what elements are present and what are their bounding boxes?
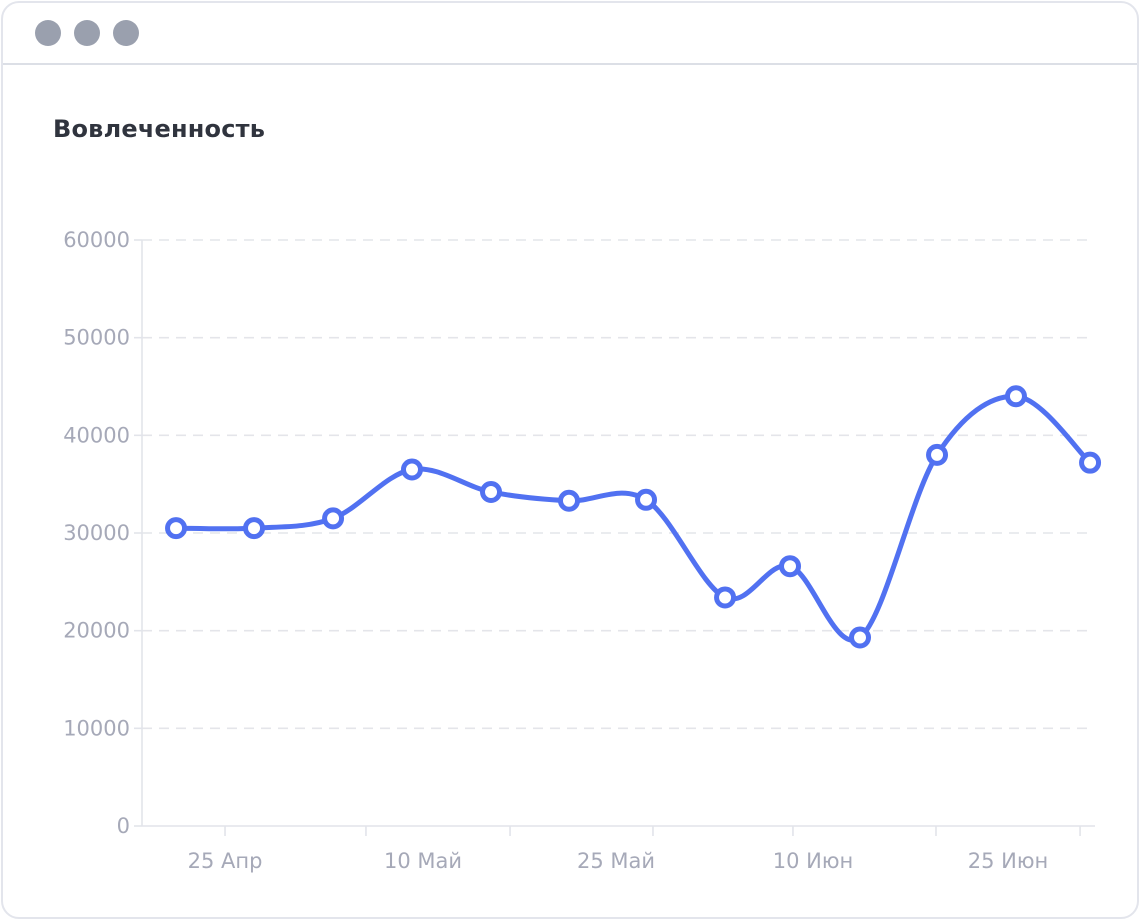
y-axis-label: 10000 [63, 716, 130, 740]
data-point-marker[interactable] [400, 458, 423, 481]
data-point-marker[interactable] [165, 517, 188, 540]
window-titlebar [3, 3, 1137, 65]
chart-title: Вовлеченность [53, 115, 266, 143]
data-point-marker[interactable] [926, 443, 949, 466]
window-control-dot[interactable] [113, 20, 139, 46]
window-control-dot[interactable] [74, 20, 100, 46]
x-axis-label: 25 Май [577, 849, 655, 873]
data-point-marker[interactable] [480, 480, 503, 503]
y-axis-label: 60000 [63, 228, 130, 252]
x-axis-label: 25 Апр [188, 849, 263, 873]
y-axis-label: 0 [117, 814, 130, 838]
y-axis-label: 30000 [63, 521, 130, 545]
window-control-dot[interactable] [35, 20, 61, 46]
y-axis-label: 20000 [63, 619, 130, 643]
data-point-marker[interactable] [1079, 451, 1102, 474]
data-point-marker[interactable] [322, 507, 345, 530]
data-point-marker[interactable] [779, 555, 802, 578]
window-controls [35, 20, 139, 46]
x-axis-label: 10 Май [384, 849, 462, 873]
data-point-marker[interactable] [243, 517, 266, 540]
engagement-line-chart: 0 10000 20000 30000 40000 50000 60000 25 Апр 10 … [63, 228, 1102, 873]
data-point-marker[interactable] [635, 488, 658, 511]
data-point-marker[interactable] [1004, 385, 1027, 408]
data-point-marker[interactable] [557, 489, 580, 512]
y-axis-label: 40000 [63, 423, 130, 447]
x-axis-label: 10 Июн [773, 849, 854, 873]
data-point-marker[interactable] [849, 626, 872, 649]
data-point-marker[interactable] [714, 586, 737, 609]
y-axis-label: 50000 [63, 326, 130, 350]
x-axis-label: 25 Июн [968, 849, 1049, 873]
line-series [173, 393, 1093, 643]
